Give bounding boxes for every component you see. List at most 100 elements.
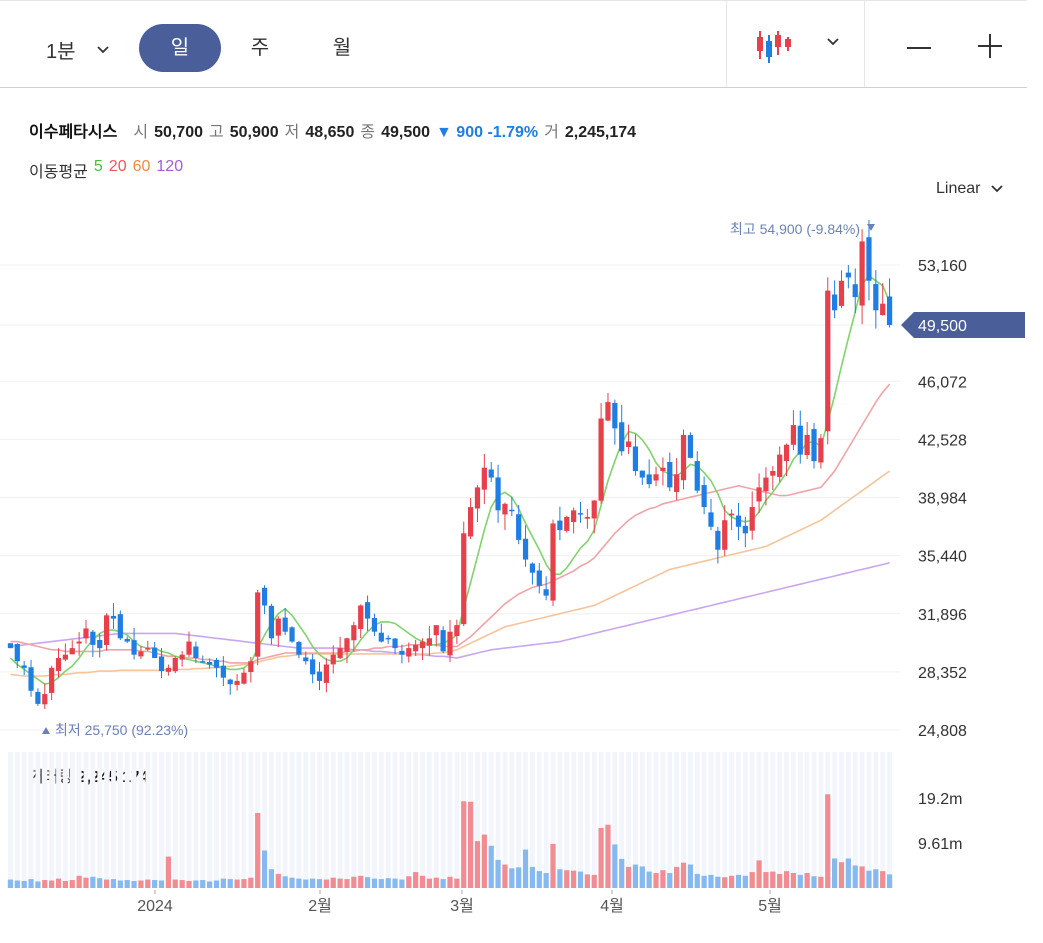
x-axis-label: 2월 (308, 897, 332, 915)
candle-body (227, 679, 233, 685)
volume-bar (886, 874, 893, 888)
candle-body (364, 602, 371, 619)
candle-body (138, 651, 144, 657)
chevron-down-icon[interactable] (826, 37, 840, 47)
volume-stripe (461, 752, 467, 888)
volume-bar (406, 876, 412, 888)
candle-body (825, 290, 831, 432)
candle-body (275, 618, 281, 636)
volume-bar (200, 880, 206, 888)
volume-bar (701, 875, 707, 888)
volume-panel-title: 거래량 (29, 769, 74, 786)
volume-stripe (165, 752, 171, 888)
moving-average-legend: 이동평균 5 20 60 120 (29, 158, 183, 182)
volume-bar (103, 879, 110, 888)
candle-body (392, 638, 398, 649)
candle-body (14, 644, 20, 662)
up-triangle-icon (42, 727, 50, 734)
volume-stripe (488, 752, 494, 888)
candle-body (296, 642, 302, 655)
volume-stripe (8, 752, 13, 888)
candle-body (378, 632, 384, 642)
volume-bar (268, 869, 275, 888)
volume-bar (97, 878, 103, 888)
volume-stripe (736, 752, 741, 888)
candle-body (28, 667, 34, 691)
candle-body (811, 429, 817, 462)
volume-bar (337, 878, 343, 888)
volume-bar (110, 879, 117, 888)
volume-bar (261, 850, 268, 888)
volume-bar (454, 878, 460, 888)
volume-bar (90, 876, 96, 888)
candle-body (241, 672, 247, 684)
candle-body (200, 661, 206, 663)
volume-bar (797, 874, 803, 888)
volume-bar (7, 879, 14, 888)
volume-bar (474, 841, 481, 888)
volume-bar (399, 879, 405, 888)
volume-bar (680, 862, 687, 888)
x-axis-label: 4월 (600, 897, 624, 915)
volume-bar (612, 844, 618, 888)
volume-stripe (241, 752, 247, 888)
volume-bar (625, 866, 632, 888)
candle-body (76, 641, 82, 644)
candle-body (21, 665, 27, 668)
plus-icon[interactable] (977, 33, 1003, 59)
volume-stripe (626, 752, 631, 888)
interval-selector[interactable]: 1분 (46, 35, 110, 64)
volume-bar (873, 869, 879, 888)
volume-bar (550, 843, 556, 888)
volume-bar (598, 828, 604, 888)
volume-stripe (557, 752, 563, 888)
minus-icon[interactable] (906, 35, 932, 61)
candle-body (172, 657, 178, 672)
tab-day[interactable]: 일 (139, 24, 221, 72)
candle-body (234, 680, 240, 685)
candle-body (220, 665, 226, 678)
volume-stripe (207, 752, 213, 888)
volume-bar (227, 879, 233, 888)
tab-month[interactable]: 월 (332, 37, 352, 59)
scale-selector[interactable]: Linear (936, 180, 1004, 198)
volume-bar (55, 878, 62, 888)
volume-stripe (282, 752, 288, 888)
volume-stripe (729, 752, 735, 888)
low-annotation: 최저 25,750 (92.23%) (55, 722, 188, 738)
current-price-label: 49,500 (918, 318, 967, 335)
volume-stripe (530, 752, 535, 888)
candle-body (735, 515, 742, 527)
volume-stripe (619, 752, 625, 888)
candle-body (715, 530, 721, 550)
volume-stripe (701, 752, 707, 888)
candle-body (536, 570, 542, 586)
volume-stripe (317, 752, 322, 888)
volume-bar (591, 874, 597, 888)
tab-week[interactable]: 주 (250, 37, 270, 59)
volume-stripe (406, 752, 412, 888)
volume-stripe (653, 752, 659, 888)
candle-body (550, 523, 556, 601)
candle-body (323, 664, 329, 683)
candlestick-icon[interactable] (752, 29, 794, 65)
volume-bar (763, 872, 769, 888)
volume-stripe (722, 752, 728, 888)
volume-bar (577, 871, 584, 888)
volume-bar (804, 873, 810, 888)
volume-bar (213, 880, 220, 888)
candle-body (646, 474, 652, 485)
low-label: 저 (284, 124, 300, 141)
volume-bar (838, 862, 845, 888)
volume-bar (639, 866, 645, 888)
ma-label: 이동평균 (29, 164, 88, 181)
volume-stripe (749, 752, 755, 888)
candle-body (632, 446, 639, 471)
candle-body (529, 563, 536, 573)
volume-stripe (269, 752, 274, 888)
volume-bar (248, 877, 254, 888)
candle-body (165, 667, 172, 672)
volume-panel-label: 거래량 2,245,174 (29, 763, 149, 787)
chevron-down-icon (96, 45, 109, 53)
chevron-down-icon (991, 185, 1004, 193)
